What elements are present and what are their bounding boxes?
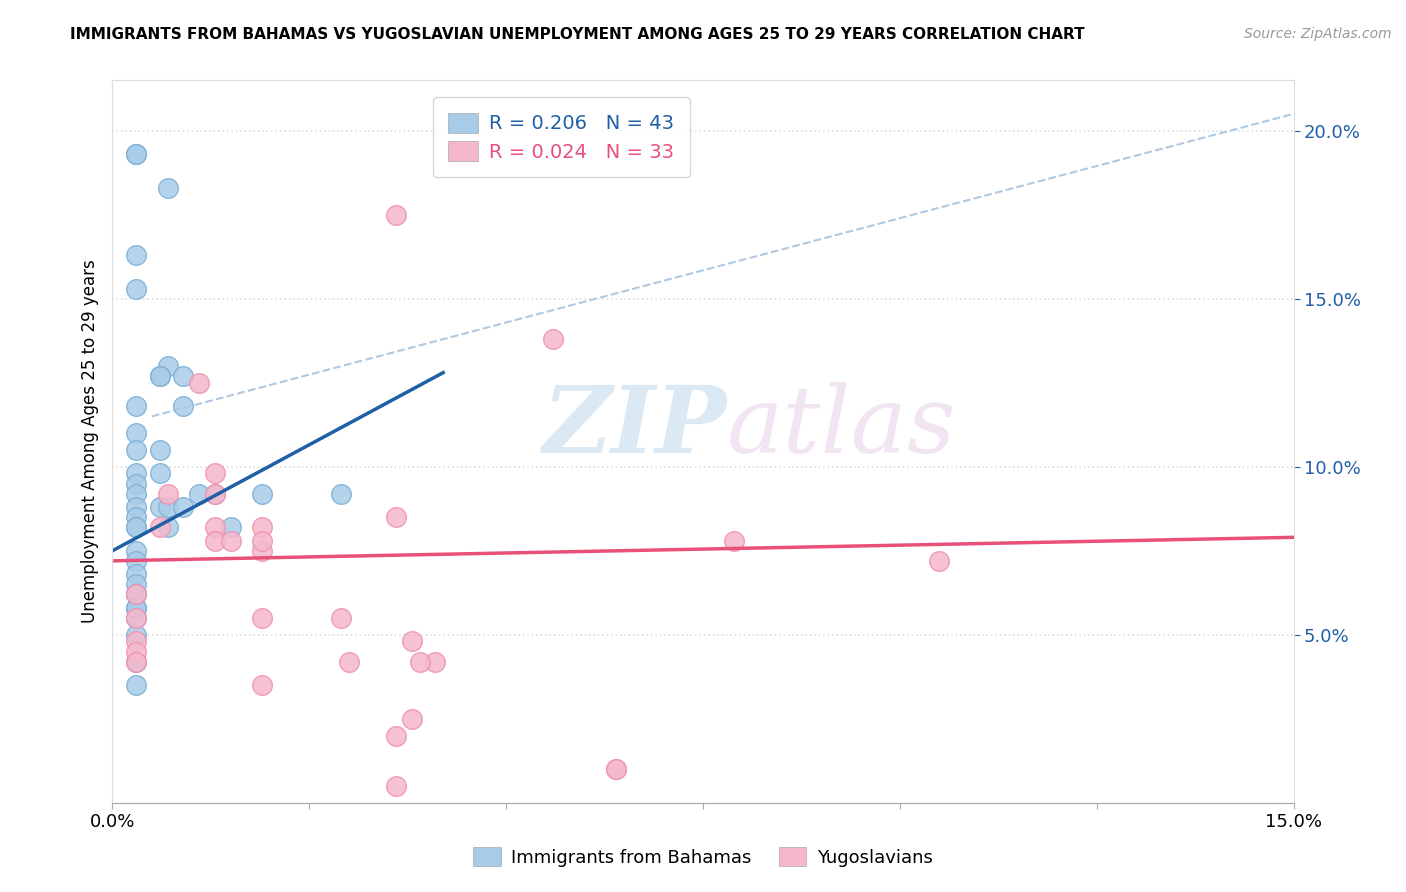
Point (125, 634, 148, 648)
Text: Source: ZipAtlas.com: Source: ZipAtlas.com (1244, 27, 1392, 41)
Point (125, 611, 148, 625)
Text: atlas: atlas (727, 382, 956, 472)
Point (125, 554, 148, 568)
Point (125, 520, 148, 534)
Point (125, 567, 148, 582)
Point (188, 486, 211, 500)
Point (172, 399, 194, 413)
Point (250, 543, 273, 558)
Point (401, 634, 423, 648)
Point (605, 762, 627, 776)
Point (723, 533, 745, 548)
Text: IMMIGRANTS FROM BAHAMAS VS YUGOSLAVIAN UNEMPLOYMENT AMONG AGES 25 TO 29 YEARS CO: IMMIGRANTS FROM BAHAMAS VS YUGOSLAVIAN U… (70, 27, 1085, 42)
Point (125, 486, 148, 500)
Point (385, 779, 408, 793)
Point (543, 332, 565, 346)
Point (125, 500, 148, 514)
Point (125, 655, 148, 669)
Point (250, 520, 273, 534)
Point (605, 762, 627, 776)
Point (329, 611, 352, 625)
Point (125, 147, 148, 161)
Point (329, 486, 352, 500)
Point (156, 486, 179, 500)
Point (125, 467, 148, 481)
Point (156, 500, 179, 514)
Point (385, 510, 408, 524)
Point (425, 655, 447, 669)
Point (125, 587, 148, 601)
Point (385, 729, 408, 743)
Point (156, 359, 179, 373)
Text: ZIP: ZIP (543, 382, 727, 472)
Point (125, 399, 148, 413)
Point (337, 655, 360, 669)
Point (125, 628, 148, 642)
Point (250, 486, 273, 500)
Point (204, 486, 226, 500)
Point (149, 442, 172, 457)
Point (125, 577, 148, 591)
Point (125, 644, 148, 658)
Point (204, 533, 226, 548)
Point (125, 510, 148, 524)
Point (125, 543, 148, 558)
Point (250, 678, 273, 692)
Point (149, 520, 172, 534)
Point (385, 208, 408, 222)
Point (172, 369, 194, 384)
Legend: R = 0.206   N = 43, R = 0.024   N = 33: R = 0.206 N = 43, R = 0.024 N = 33 (433, 97, 690, 178)
Point (188, 376, 211, 390)
Legend: Immigrants from Bahamas, Yugoslavians: Immigrants from Bahamas, Yugoslavians (467, 840, 939, 874)
Point (125, 611, 148, 625)
Point (125, 655, 148, 669)
Point (125, 600, 148, 615)
Point (125, 587, 148, 601)
Y-axis label: Unemployment Among Ages 25 to 29 years: Unemployment Among Ages 25 to 29 years (80, 260, 98, 624)
Point (250, 611, 273, 625)
Point (156, 520, 179, 534)
Point (219, 520, 242, 534)
Point (125, 600, 148, 615)
Point (125, 678, 148, 692)
Point (219, 533, 242, 548)
Point (125, 476, 148, 491)
Point (408, 655, 430, 669)
Point (149, 369, 172, 384)
Point (125, 520, 148, 534)
Point (149, 369, 172, 384)
Point (204, 486, 226, 500)
Point (172, 500, 194, 514)
Point (149, 467, 172, 481)
Point (250, 533, 273, 548)
Point (156, 181, 179, 195)
Point (125, 587, 148, 601)
Point (125, 282, 148, 296)
Point (204, 467, 226, 481)
Point (125, 248, 148, 262)
Point (149, 500, 172, 514)
Point (125, 442, 148, 457)
Point (125, 426, 148, 441)
Point (204, 520, 226, 534)
Point (928, 554, 950, 568)
Point (125, 147, 148, 161)
Point (401, 712, 423, 726)
